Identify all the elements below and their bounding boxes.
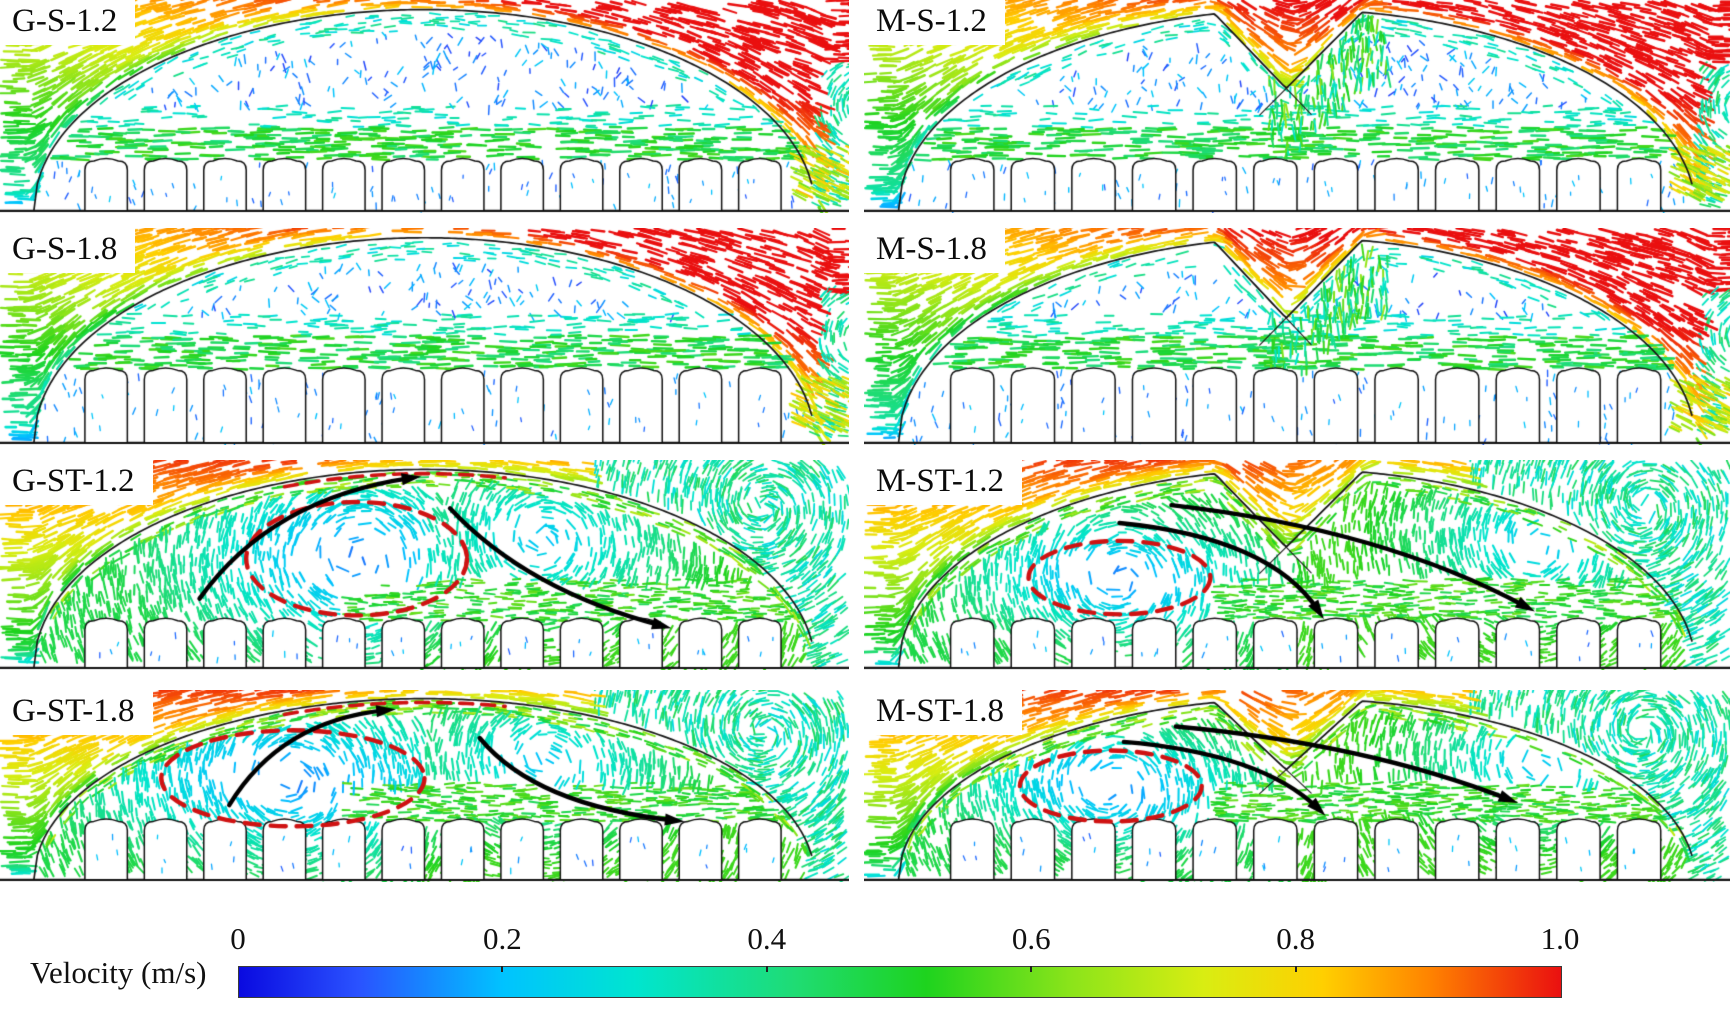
panel-label: M-ST-1.8 bbox=[864, 690, 1023, 735]
colorbar-gradient bbox=[238, 966, 1562, 998]
colorbar-tick: 0.2 bbox=[483, 921, 522, 956]
colorbar-tick-mark bbox=[1030, 966, 1033, 972]
colorbar-tick: 0.8 bbox=[1276, 921, 1315, 956]
colorbar-tick-mark bbox=[501, 966, 504, 972]
panel-label: M-S-1.8 bbox=[864, 228, 1005, 273]
panel-m-s-1-2: M-S-1.2 bbox=[864, 0, 1730, 213]
colorbar-tick: 0.4 bbox=[747, 921, 787, 956]
panel-label: M-ST-1.2 bbox=[864, 460, 1023, 505]
vector-field-canvas bbox=[0, 228, 849, 445]
vector-field-canvas bbox=[864, 228, 1730, 445]
panel-m-st-1-2: M-ST-1.2 bbox=[864, 460, 1730, 670]
panel-g-st-1-2: G-ST-1.2 bbox=[0, 460, 849, 670]
colorbar-tick-mark bbox=[1294, 966, 1297, 972]
vector-field-canvas bbox=[0, 0, 849, 213]
panel-m-st-1-8: M-ST-1.8 bbox=[864, 690, 1730, 882]
colorbar-tick: 1.0 bbox=[1540, 921, 1580, 956]
colorbar-tick: 0 bbox=[230, 921, 246, 956]
panel-label: G-ST-1.2 bbox=[0, 460, 153, 505]
panel-label: G-S-1.8 bbox=[0, 228, 136, 273]
panel-label: G-S-1.2 bbox=[0, 0, 136, 45]
panel-g-st-1-8: G-ST-1.8 bbox=[0, 690, 849, 882]
colorbar-tick: 0.6 bbox=[1011, 921, 1051, 956]
panel-m-s-1-8: M-S-1.8 bbox=[864, 228, 1730, 445]
panel-g-s-1-2: G-S-1.2 bbox=[0, 0, 849, 213]
panel-label: G-ST-1.8 bbox=[0, 690, 153, 735]
vector-field-canvas bbox=[864, 0, 1730, 213]
panel-label: M-S-1.2 bbox=[864, 0, 1005, 45]
colorbar-legend: Velocity (m/s) 0 0.2 0.4 0.6 0.8 1.0 bbox=[0, 895, 1730, 1010]
panel-g-s-1-8: G-S-1.8 bbox=[0, 228, 849, 445]
colorbar-tick-mark bbox=[765, 966, 768, 972]
colorbar-title: Velocity (m/s) bbox=[30, 955, 207, 990]
